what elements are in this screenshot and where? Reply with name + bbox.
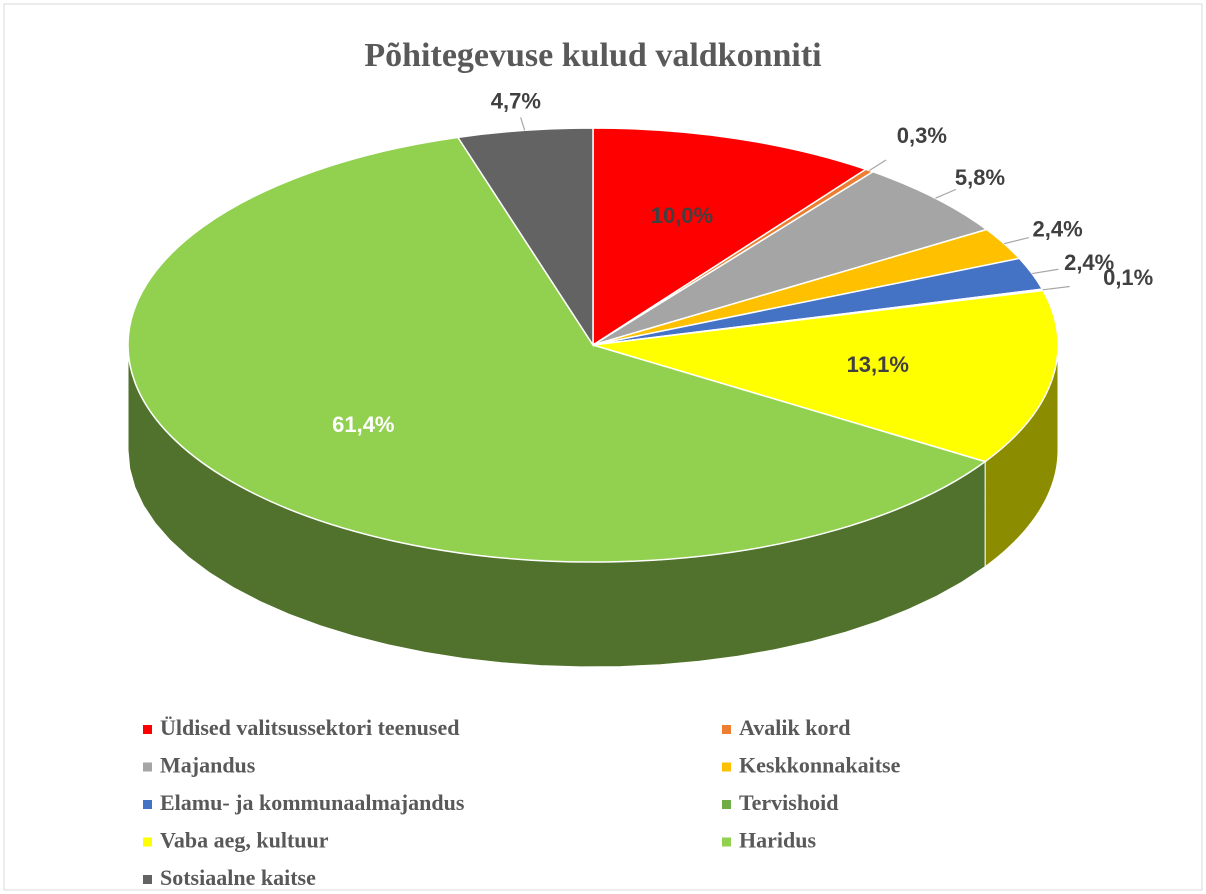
data-label: 0,1% <box>1103 265 1153 290</box>
legend-label: Avalik kord <box>739 715 850 740</box>
chart-title: Põhitegevuse kulud valdkonniti <box>364 37 821 74</box>
leader-line <box>935 188 957 199</box>
legend-swatch <box>143 800 152 809</box>
leader-line <box>869 159 887 171</box>
legend-label: Majandus <box>160 753 256 778</box>
legend-label: Keskkonnakaitse <box>739 753 901 778</box>
data-label: 4,7% <box>491 88 541 113</box>
legend-swatch <box>722 800 731 809</box>
data-label: 5,8% <box>955 165 1005 190</box>
data-label: 2,4% <box>1033 216 1083 241</box>
legend-swatch <box>143 725 152 734</box>
data-label: 2,4% <box>1064 250 1114 275</box>
leader-line <box>1004 236 1029 245</box>
slice <box>592 127 868 347</box>
legend-label: Üldised valitsussektori teenused <box>160 715 459 740</box>
slice <box>592 170 989 346</box>
slice <box>127 136 987 563</box>
legend-label: Elamu- ja kommunaalmajandus <box>160 790 465 815</box>
data-label: 61,4% <box>332 412 394 437</box>
legend-swatch <box>143 875 152 884</box>
data-label: 13,1% <box>847 352 909 377</box>
data-label: 0,3% <box>897 123 947 148</box>
legend-label: Haridus <box>739 828 816 853</box>
leader-line <box>1031 268 1059 275</box>
legend-swatch <box>722 762 731 772</box>
leader-line <box>520 117 526 131</box>
legend-swatch <box>143 762 152 772</box>
legend-swatch <box>143 837 152 847</box>
slice <box>592 289 1059 463</box>
legend-swatch <box>722 837 731 847</box>
legend-swatch <box>722 725 731 734</box>
legend-label: Vaba aeg, kultuur <box>160 828 329 853</box>
data-label: 10,0% <box>651 203 713 228</box>
leader-line <box>1042 285 1070 291</box>
legend-label: Tervishoid <box>739 790 838 815</box>
legend-label: Sotsiaalne kaitse <box>160 865 316 890</box>
